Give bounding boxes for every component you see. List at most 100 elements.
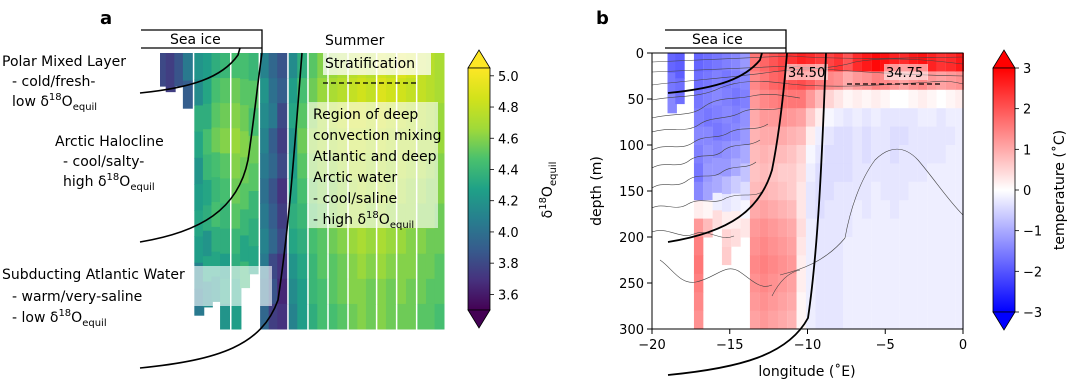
heatmap-cell	[945, 255, 956, 275]
panel-a-sub-label-bg	[0, 266, 272, 306]
heatmap-cell	[277, 203, 288, 230]
heatmap-cell	[871, 163, 881, 183]
subducting-atlantic-line1: - warm/very-saline	[12, 289, 142, 305]
heatmap-cell	[194, 131, 205, 159]
y-tick-label: 50	[627, 93, 644, 108]
heatmap-cell	[796, 181, 806, 201]
heatmap-cell	[317, 78, 328, 104]
heatmap-cell	[434, 128, 445, 154]
heatmap-cell	[936, 89, 946, 109]
heatmap-cell	[805, 126, 816, 146]
panel-b-front-curve	[667, 52, 827, 376]
heatmap-cell	[740, 181, 750, 201]
heatmap-cell	[759, 71, 769, 91]
subducting-atlantic-title: Subducting Atlantic Water	[2, 267, 185, 283]
heatmap-cell	[194, 236, 205, 264]
heatmap-cell	[721, 229, 732, 248]
heatmap-cell	[833, 53, 844, 72]
heatmap-cell	[721, 105, 732, 125]
heatmap-cell	[768, 89, 778, 109]
heatmap-cell	[805, 108, 816, 128]
heatmap-cell	[899, 273, 909, 293]
heatmap-cell	[899, 237, 909, 256]
heatmap-cell	[945, 218, 956, 238]
heatmap-cell	[759, 292, 769, 312]
heatmap-cell	[936, 255, 946, 275]
heatmap-cell	[945, 181, 956, 201]
heatmap-cell	[231, 203, 242, 230]
heatmap-cell	[787, 163, 797, 183]
heatmap-cell	[231, 128, 242, 154]
heatmap-cell	[693, 145, 704, 164]
heatmap-cell	[899, 89, 909, 109]
heatmap-cell	[693, 310, 704, 329]
heatmap-cell	[777, 292, 788, 312]
heatmap-cell	[843, 255, 853, 275]
heatmap-cell	[277, 278, 288, 305]
subducting-atlantic-line2: - low δ18Oequil	[12, 308, 107, 329]
y-tick-label: 0	[636, 47, 644, 62]
panel-b-colorbar: −3 −2 −1 0 1 2 3 temperature (˚C)	[992, 49, 1068, 331]
heatmap-cell	[899, 218, 909, 238]
heatmap-cell	[955, 237, 964, 256]
heatmap-cell	[824, 126, 834, 146]
y-tick-label: 250	[619, 277, 644, 292]
heatmap-cell	[260, 228, 271, 255]
heatmap-cell	[721, 158, 732, 177]
heatmap-cell	[721, 123, 732, 142]
heatmap-cell	[889, 145, 900, 164]
heatmap-cell	[824, 181, 834, 201]
heatmap-cell	[712, 70, 723, 89]
heatmap-cell	[852, 310, 862, 329]
heatmap-cell	[880, 292, 890, 312]
heatmap-cell	[385, 78, 396, 104]
colorbar-tick-label: 4.2	[498, 195, 519, 210]
heatmap-cell	[703, 218, 713, 238]
heatmap-cell	[908, 218, 918, 238]
heatmap-cell	[693, 218, 704, 238]
heatmap-cell	[703, 181, 713, 201]
heatmap-cell	[824, 237, 834, 256]
heatmap-cell	[248, 218, 259, 247]
heatmap-cell	[202, 154, 213, 181]
heatmap-cell	[377, 303, 388, 330]
heatmap-cell	[852, 53, 862, 72]
polar-mixed-layer-title: Polar Mixed Layer	[2, 54, 126, 70]
heatmap-cell	[899, 163, 909, 183]
colorbar-tick-label: −2	[1023, 265, 1042, 280]
heatmap-cell	[397, 228, 408, 255]
heatmap-cell	[945, 310, 956, 329]
heatmap-cell	[927, 310, 937, 329]
heatmap-cell	[777, 71, 788, 91]
heatmap-cell	[194, 79, 205, 106]
heatmap-cell	[377, 253, 388, 280]
heatmap-cell	[936, 292, 946, 312]
heatmap-cell	[202, 230, 213, 257]
heatmap-cell	[385, 228, 396, 255]
heatmap-cell	[385, 303, 396, 330]
heatmap-cell	[268, 278, 279, 305]
heatmap-cell	[268, 53, 279, 79]
heatmap-cell	[787, 53, 797, 72]
heatmap-cell	[434, 103, 445, 129]
salinity-contour	[771, 269, 801, 297]
heatmap-cell	[202, 179, 213, 206]
heatmap-cell	[434, 278, 445, 305]
heatmap-cell	[405, 78, 416, 104]
panel-b-colorbar-bottom-extension	[992, 311, 1016, 331]
panel-a-sea-ice-bracket	[141, 29, 263, 53]
heatmap-cell	[917, 273, 928, 293]
heatmap-cell	[861, 53, 872, 72]
heatmap-cell	[288, 78, 299, 104]
salinity-contour	[652, 123, 769, 151]
heatmap-cell	[308, 78, 319, 104]
polar-mixed-layer-line1: - cold/fresh-	[12, 74, 95, 90]
heatmap-cell	[777, 200, 788, 220]
heatmap-cell	[712, 140, 723, 159]
heatmap-cell	[268, 303, 279, 330]
heatmap-cell	[927, 200, 937, 220]
heatmap-cell	[796, 255, 806, 275]
heatmap-cell	[917, 126, 928, 146]
heatmap-cell	[899, 53, 909, 72]
heatmap-cell	[805, 181, 816, 201]
